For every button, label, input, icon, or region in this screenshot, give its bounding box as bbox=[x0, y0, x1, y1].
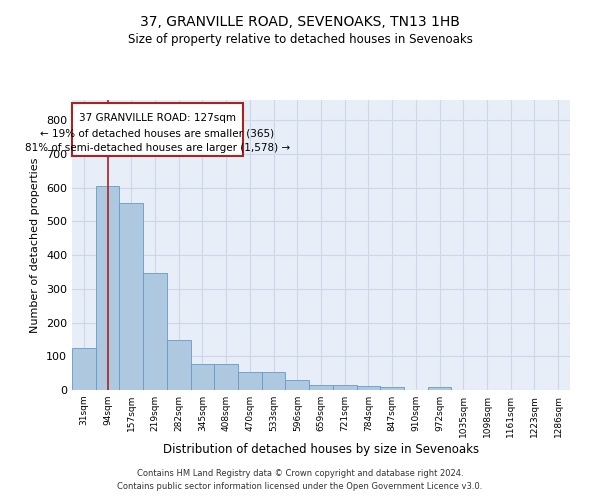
Text: 37, GRANVILLE ROAD, SEVENOAKS, TN13 1HB: 37, GRANVILLE ROAD, SEVENOAKS, TN13 1HB bbox=[140, 15, 460, 29]
Bar bbox=[119, 203, 143, 390]
Bar bbox=[238, 372, 262, 390]
Text: Contains public sector information licensed under the Open Government Licence v3: Contains public sector information licen… bbox=[118, 482, 482, 491]
Bar bbox=[356, 386, 380, 390]
X-axis label: Distribution of detached houses by size in Sevenoaks: Distribution of detached houses by size … bbox=[163, 442, 479, 456]
Text: Contains HM Land Registry data © Crown copyright and database right 2024.: Contains HM Land Registry data © Crown c… bbox=[137, 468, 463, 477]
Bar bbox=[214, 364, 238, 390]
Bar bbox=[72, 348, 96, 390]
Bar bbox=[191, 364, 214, 390]
Bar bbox=[286, 380, 309, 390]
Bar bbox=[96, 186, 119, 390]
Text: 37 GRANVILLE ROAD: 127sqm: 37 GRANVILLE ROAD: 127sqm bbox=[79, 113, 236, 123]
Text: Size of property relative to detached houses in Sevenoaks: Size of property relative to detached ho… bbox=[128, 32, 472, 46]
Text: 81% of semi-detached houses are larger (1,578) →: 81% of semi-detached houses are larger (… bbox=[25, 143, 290, 153]
Text: ← 19% of detached houses are smaller (365): ← 19% of detached houses are smaller (36… bbox=[40, 128, 274, 138]
Bar bbox=[143, 272, 167, 390]
Bar bbox=[309, 385, 333, 390]
Bar bbox=[380, 386, 404, 390]
Bar bbox=[72, 104, 243, 156]
Bar bbox=[167, 340, 191, 390]
Bar bbox=[333, 385, 356, 390]
Y-axis label: Number of detached properties: Number of detached properties bbox=[31, 158, 40, 332]
Bar bbox=[262, 372, 286, 390]
Bar bbox=[428, 388, 451, 390]
